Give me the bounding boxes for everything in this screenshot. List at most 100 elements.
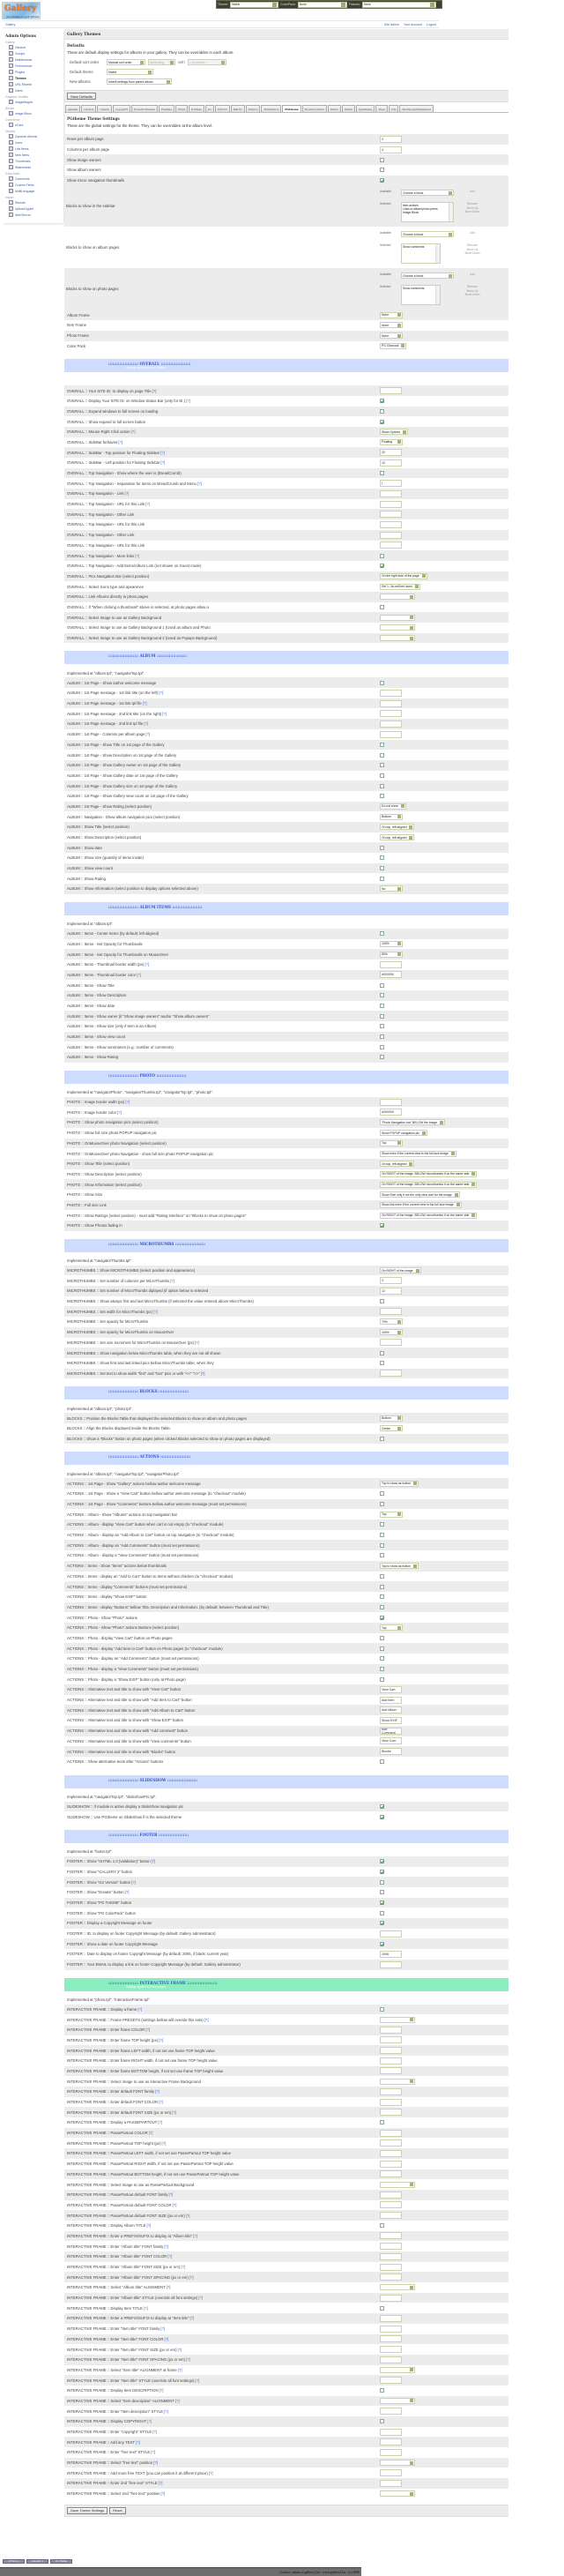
text-input[interactable]	[380, 2294, 402, 2302]
select-dropdown[interactable]: On RIGHT of the image	[380, 1267, 421, 1274]
checkbox[interactable]	[380, 1299, 384, 1304]
select-dropdown[interactable]	[380, 2181, 415, 2188]
help-link[interactable]: [?]	[144, 721, 148, 727]
select-dropdown[interactable]: On RIGHT of the image, BELOW microthumbs…	[380, 1170, 478, 1177]
text-input[interactable]	[380, 2047, 402, 2055]
select-dropdown[interactable]: 70%	[380, 1318, 403, 1325]
text-input[interactable]: View Cart	[380, 1685, 402, 1693]
select-dropdown[interactable]	[380, 2397, 415, 2404]
available-blocks-select[interactable]: Choose a block	[401, 231, 454, 238]
select-dropdown[interactable]: Show link even if the current view is th…	[380, 1201, 462, 1208]
checkbox[interactable]	[380, 1890, 384, 1895]
tab-splatbang[interactable]: Splatbang	[355, 105, 375, 112]
sidebar-item-themes[interactable]: Themes	[5, 75, 61, 81]
help-link[interactable]: [?]	[152, 2430, 157, 2435]
help-link[interactable]: [?]	[151, 1859, 156, 1864]
help-link[interactable]: [?]	[124, 491, 130, 497]
frames-select[interactable]: None	[361, 1, 436, 8]
help-link[interactable]: [?]	[155, 2089, 160, 2094]
text-input[interactable]	[380, 2252, 402, 2260]
text-input[interactable]: 3	[380, 135, 402, 143]
tab-flexible[interactable]: Flexible	[158, 105, 175, 112]
help-link[interactable]: [?]	[151, 2450, 156, 2455]
tab-forsale[interactable]: ForSale	[188, 105, 204, 112]
new-albums-select[interactable]: Inherit settings from parent album	[107, 78, 172, 85]
tab-matrix[interactable]: Matrix	[230, 105, 245, 112]
tab-hybrid[interactable]: Hybrid	[215, 105, 230, 112]
help-link[interactable]: [?]	[152, 388, 157, 393]
text-input[interactable]	[380, 689, 402, 697]
help-link[interactable]: [?]	[181, 2265, 186, 2270]
select-dropdown[interactable]: Show POPUP navigation pic	[380, 1130, 427, 1137]
help-link[interactable]: [?]	[158, 2120, 163, 2125]
text-input[interactable]: Blocks	[380, 1748, 402, 1756]
sidebar-item-ecard[interactable]: eCard	[5, 122, 61, 128]
text-input[interactable]: 10	[380, 459, 402, 467]
theme-select[interactable]: Matrix	[230, 1, 279, 8]
reset-button[interactable]: Reset	[109, 2506, 126, 2514]
text-input[interactable]: Show EXIF	[380, 1716, 402, 1724]
checkbox[interactable]	[380, 1656, 384, 1661]
checkbox[interactable]	[380, 604, 384, 609]
checkbox[interactable]	[380, 1910, 384, 1915]
selected-block-item[interactable]: Item actions	[403, 203, 419, 207]
tab-classic[interactable]: Classic	[97, 105, 113, 112]
help-link[interactable]: [?]	[148, 2131, 153, 2136]
text-input[interactable]	[380, 2438, 402, 2446]
help-link[interactable]: [?]	[200, 1370, 205, 1376]
checkbox[interactable]	[380, 1491, 384, 1497]
help-link[interactable]: [?]	[159, 2100, 163, 2105]
text-input[interactable]	[380, 960, 402, 968]
sidebar-item-thumbnails[interactable]: Thumbnails	[5, 158, 61, 164]
select-dropdown[interactable]	[380, 2490, 415, 2498]
checkbox[interactable]	[380, 399, 384, 404]
colorpack-select[interactable]: None	[297, 1, 347, 8]
help-link[interactable]: [?]	[168, 2192, 174, 2198]
sidebar-item-web-server[interactable]: Web/Server	[5, 212, 61, 218]
text-input[interactable]	[380, 2479, 402, 2487]
checkbox[interactable]	[380, 1900, 384, 1906]
text-input[interactable]	[380, 1098, 402, 1106]
tab-pgtheme[interactable]: PGtheme	[282, 105, 301, 112]
checkbox[interactable]	[380, 564, 384, 569]
checkbox[interactable]	[380, 2305, 384, 2311]
help-link[interactable]: [?]	[153, 2460, 158, 2466]
checkbox[interactable]	[380, 773, 384, 778]
badge-gallery-2[interactable]: GALLERY 2	[26, 2559, 48, 2564]
select-dropdown[interactable]: Do not show	[380, 803, 406, 810]
checkbox[interactable]	[380, 2223, 384, 2229]
text-input[interactable]	[380, 1308, 402, 1316]
checkbox[interactable]	[380, 1879, 384, 1885]
select-dropdown[interactable]: Center	[380, 1425, 403, 1432]
select-dropdown[interactable]: None	[380, 332, 403, 340]
checkbox[interactable]	[380, 794, 384, 799]
text-input[interactable]	[380, 2469, 402, 2477]
text-input[interactable]	[380, 2448, 402, 2456]
select-dropdown[interactable]	[380, 2366, 415, 2373]
help-link[interactable]: [?]	[117, 1109, 122, 1115]
save-defaults-button[interactable]: Save Defaults	[67, 93, 96, 100]
text-input[interactable]: 3	[380, 1277, 402, 1285]
sidebar-item-multilanguage[interactable]: MultiLanguage	[5, 188, 61, 194]
text-input[interactable]: |	[380, 480, 402, 488]
text-input[interactable]	[380, 511, 402, 519]
select-dropdown[interactable]: Top to show as button	[380, 1563, 419, 1570]
text-input[interactable]	[380, 730, 402, 738]
text-input[interactable]	[380, 2160, 402, 2168]
help-link[interactable]: [?]	[174, 2398, 180, 2403]
checkbox[interactable]	[380, 1223, 384, 1228]
select-dropdown[interactable]: Bottom	[380, 813, 403, 820]
help-link[interactable]: [?]	[194, 1340, 199, 1345]
checkbox[interactable]	[380, 680, 384, 685]
checkbox[interactable]	[380, 1759, 384, 1765]
checkbox[interactable]	[380, 178, 384, 183]
text-input[interactable]	[380, 2346, 402, 2354]
badge-xhtml-1-0[interactable]: XHTML 1.0	[3, 2559, 25, 2564]
help-link[interactable]: [?]	[164, 2408, 168, 2414]
selected-block-item[interactable]: Show comments	[403, 286, 425, 290]
move-up-button[interactable]: Move Up	[466, 205, 479, 210]
text-input[interactable]: Add Album	[380, 1706, 402, 1714]
checkbox[interactable]	[380, 2388, 384, 2393]
text-input[interactable]	[380, 2325, 402, 2333]
select-dropdown[interactable]	[380, 2284, 415, 2291]
